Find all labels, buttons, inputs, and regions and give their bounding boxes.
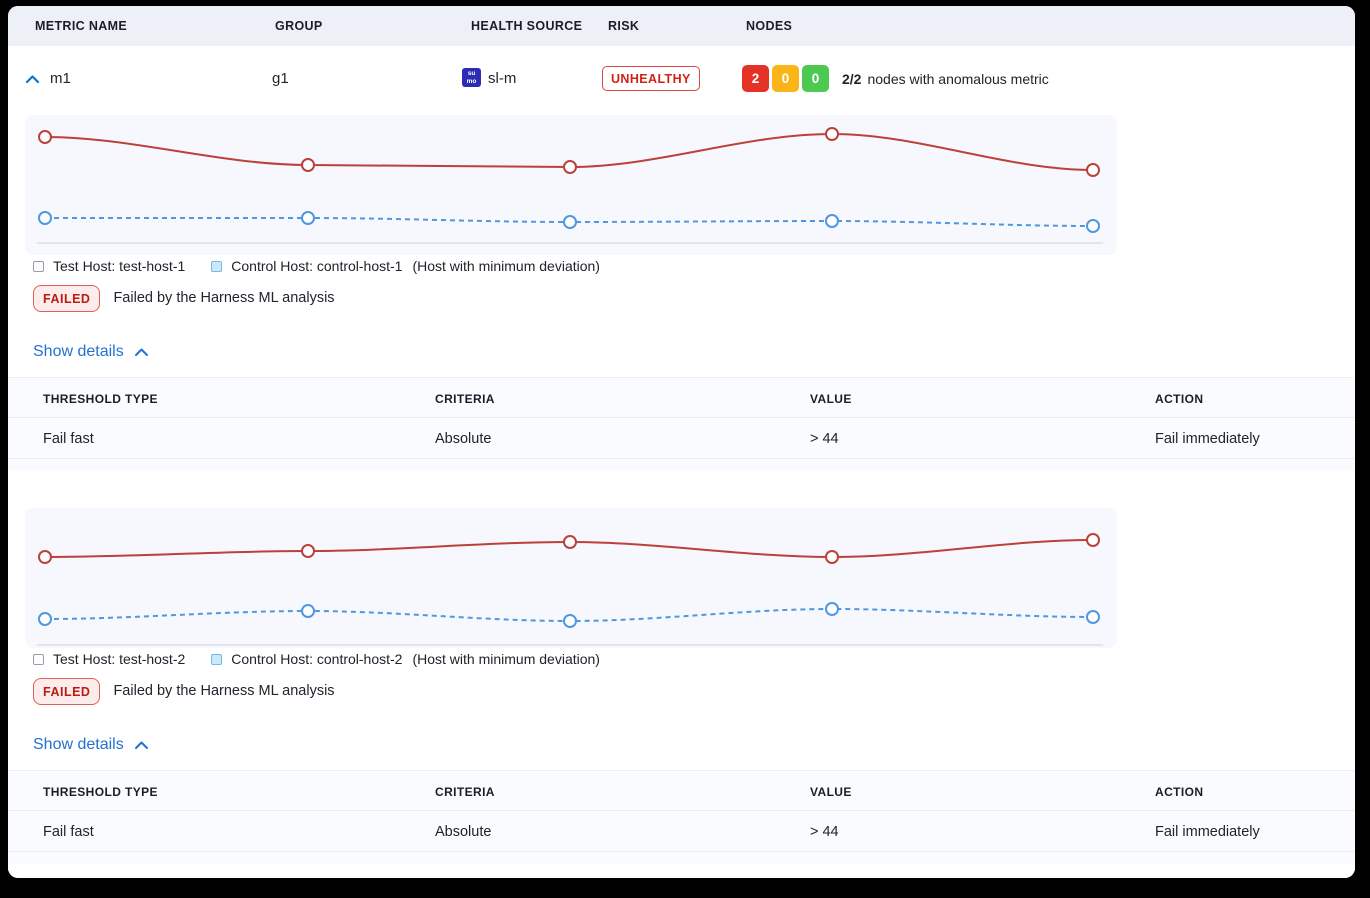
show-details-label[interactable]: Show details bbox=[33, 343, 124, 360]
data-point-marker[interactable] bbox=[1086, 610, 1100, 624]
data-point-marker[interactable] bbox=[1086, 533, 1100, 547]
threshold-details-table: THRESHOLD TYPE CRITERIA VALUE ACTION Fai… bbox=[8, 377, 1355, 471]
col-value: VALUE bbox=[810, 392, 852, 406]
data-point-marker[interactable] bbox=[301, 604, 315, 618]
failed-status-badge: FAILED bbox=[33, 284, 101, 312]
data-point-marker[interactable] bbox=[825, 602, 839, 616]
criteria-value: Absolute bbox=[435, 431, 492, 447]
healthy-nodes-badge[interactable]: 0 bbox=[802, 65, 829, 92]
test-host-legend-checkbox[interactable] bbox=[33, 260, 44, 272]
test-host-legend-label[interactable]: Test Host: test-host-2 bbox=[53, 651, 186, 667]
data-point-marker[interactable] bbox=[38, 130, 52, 144]
sumologic-icon: su mo bbox=[462, 68, 481, 87]
data-point-marker[interactable] bbox=[563, 215, 577, 229]
metric-name-value: m1 bbox=[50, 70, 71, 87]
col-action: ACTION bbox=[1155, 392, 1204, 406]
action-value: Fail immediately bbox=[1155, 431, 1260, 447]
value-value: > 44 bbox=[810, 431, 839, 447]
threshold-table-row: Fail fast Absolute > 44 Fail immediately bbox=[8, 812, 1355, 852]
anomalous-nodes-badge[interactable]: 2 bbox=[742, 65, 769, 92]
threshold-type-value: Fail fast bbox=[43, 431, 94, 447]
show-details-link[interactable]: Show details bbox=[33, 343, 149, 361]
column-header-metric-name: METRIC NAME bbox=[35, 19, 128, 33]
minimum-deviation-note: (Host with minimum deviation) bbox=[412, 651, 600, 667]
node-count-badges: 2 0 0 bbox=[742, 65, 829, 92]
timeseries-chart[interactable] bbox=[25, 115, 1117, 255]
col-value: VALUE bbox=[810, 785, 852, 799]
table-header-row: METRIC NAME GROUP HEALTH SOURCE RISK NOD… bbox=[8, 6, 1355, 46]
sumologic-icon-text-top: su bbox=[467, 70, 476, 78]
col-criteria: CRITERIA bbox=[435, 785, 495, 799]
metric-row[interactable]: m1 g1 su mo sl-m UNHEALTHY 2 0 0 2/2 node… bbox=[8, 46, 1355, 110]
data-point-marker[interactable] bbox=[301, 544, 315, 558]
col-action: ACTION bbox=[1155, 785, 1204, 799]
analysis-status-row: FAILED Failed by the Harness ML analysis bbox=[33, 677, 335, 705]
risk-status-badge: UNHEALTHY bbox=[602, 66, 700, 91]
host-analysis-block: Test Host: test-host-1 Control Host: con… bbox=[8, 106, 1355, 478]
data-point-marker[interactable] bbox=[563, 614, 577, 628]
data-point-marker[interactable] bbox=[825, 127, 839, 141]
timeseries-chart[interactable] bbox=[25, 508, 1117, 648]
minimum-deviation-note: (Host with minimum deviation) bbox=[412, 258, 600, 274]
failed-status-message: Failed by the Harness ML analysis bbox=[113, 683, 335, 699]
data-point-marker[interactable] bbox=[1086, 163, 1100, 177]
data-point-marker[interactable] bbox=[563, 535, 577, 549]
failed-status-badge: FAILED bbox=[33, 677, 101, 705]
chevron-up-icon[interactable] bbox=[134, 740, 149, 751]
threshold-table-header: THRESHOLD TYPE CRITERIA VALUE ACTION bbox=[8, 771, 1355, 811]
col-criteria: CRITERIA bbox=[435, 392, 495, 406]
control-host-legend-checkbox[interactable] bbox=[211, 260, 223, 272]
data-point-marker[interactable] bbox=[301, 158, 315, 172]
control-host-legend-label[interactable]: Control Host: control-host-1 bbox=[231, 258, 403, 274]
column-header-group: GROUP bbox=[275, 19, 323, 33]
data-point-marker[interactable] bbox=[38, 211, 52, 225]
control-host-legend-label[interactable]: Control Host: control-host-2 bbox=[231, 651, 403, 667]
sumologic-icon-text-bottom: mo bbox=[466, 77, 477, 85]
verification-metrics-panel: METRIC NAME GROUP HEALTH SOURCE RISK NOD… bbox=[8, 6, 1355, 878]
value-value: > 44 bbox=[810, 824, 839, 840]
analysis-status-row: FAILED Failed by the Harness ML analysis bbox=[33, 284, 335, 312]
nodes-ratio: 2/2 bbox=[842, 71, 862, 87]
failed-status-message: Failed by the Harness ML analysis bbox=[113, 290, 335, 306]
data-point-marker[interactable] bbox=[38, 550, 52, 564]
threshold-table-header: THRESHOLD TYPE CRITERIA VALUE ACTION bbox=[8, 378, 1355, 418]
show-details-label[interactable]: Show details bbox=[33, 736, 124, 753]
threshold-type-value: Fail fast bbox=[43, 824, 94, 840]
data-point-marker[interactable] bbox=[38, 612, 52, 626]
col-threshold-type: THRESHOLD TYPE bbox=[43, 785, 158, 799]
host-analysis-block: Test Host: test-host-2 Control Host: con… bbox=[8, 499, 1355, 871]
collapse-chevron-up-icon[interactable] bbox=[24, 71, 41, 88]
column-header-health-source: HEALTH SOURCE bbox=[471, 19, 583, 33]
data-point-marker[interactable] bbox=[825, 214, 839, 228]
column-header-risk: RISK bbox=[608, 19, 640, 33]
warning-nodes-badge[interactable]: 0 bbox=[772, 65, 799, 92]
nodes-summary-label: nodes with anomalous metric bbox=[867, 71, 1049, 87]
threshold-table-row: Fail fast Absolute > 44 Fail immediately bbox=[8, 419, 1355, 459]
timeseries-chart-card bbox=[25, 508, 1117, 648]
chart-legend: Test Host: test-host-2 Control Host: con… bbox=[33, 651, 600, 667]
health-source-value: sl-m bbox=[488, 70, 517, 87]
data-point-marker[interactable] bbox=[301, 211, 315, 225]
column-header-nodes: NODES bbox=[746, 19, 793, 33]
threshold-details-table: THRESHOLD TYPE CRITERIA VALUE ACTION Fai… bbox=[8, 770, 1355, 864]
data-point-marker[interactable] bbox=[1086, 219, 1100, 233]
test-host-legend-checkbox[interactable] bbox=[33, 653, 44, 665]
control-host-legend-checkbox[interactable] bbox=[211, 653, 223, 665]
col-threshold-type: THRESHOLD TYPE bbox=[43, 392, 158, 406]
data-point-marker[interactable] bbox=[825, 550, 839, 564]
data-point-marker[interactable] bbox=[563, 160, 577, 174]
chevron-up-icon[interactable] bbox=[134, 347, 149, 358]
timeseries-chart-card bbox=[25, 115, 1117, 255]
test-host-legend-label[interactable]: Test Host: test-host-1 bbox=[53, 258, 186, 274]
criteria-value: Absolute bbox=[435, 824, 492, 840]
show-details-link[interactable]: Show details bbox=[33, 736, 149, 754]
action-value: Fail immediately bbox=[1155, 824, 1260, 840]
chart-legend: Test Host: test-host-1 Control Host: con… bbox=[33, 258, 600, 274]
group-value: g1 bbox=[272, 70, 289, 87]
nodes-summary-text: 2/2 nodes with anomalous metric bbox=[842, 71, 1049, 87]
